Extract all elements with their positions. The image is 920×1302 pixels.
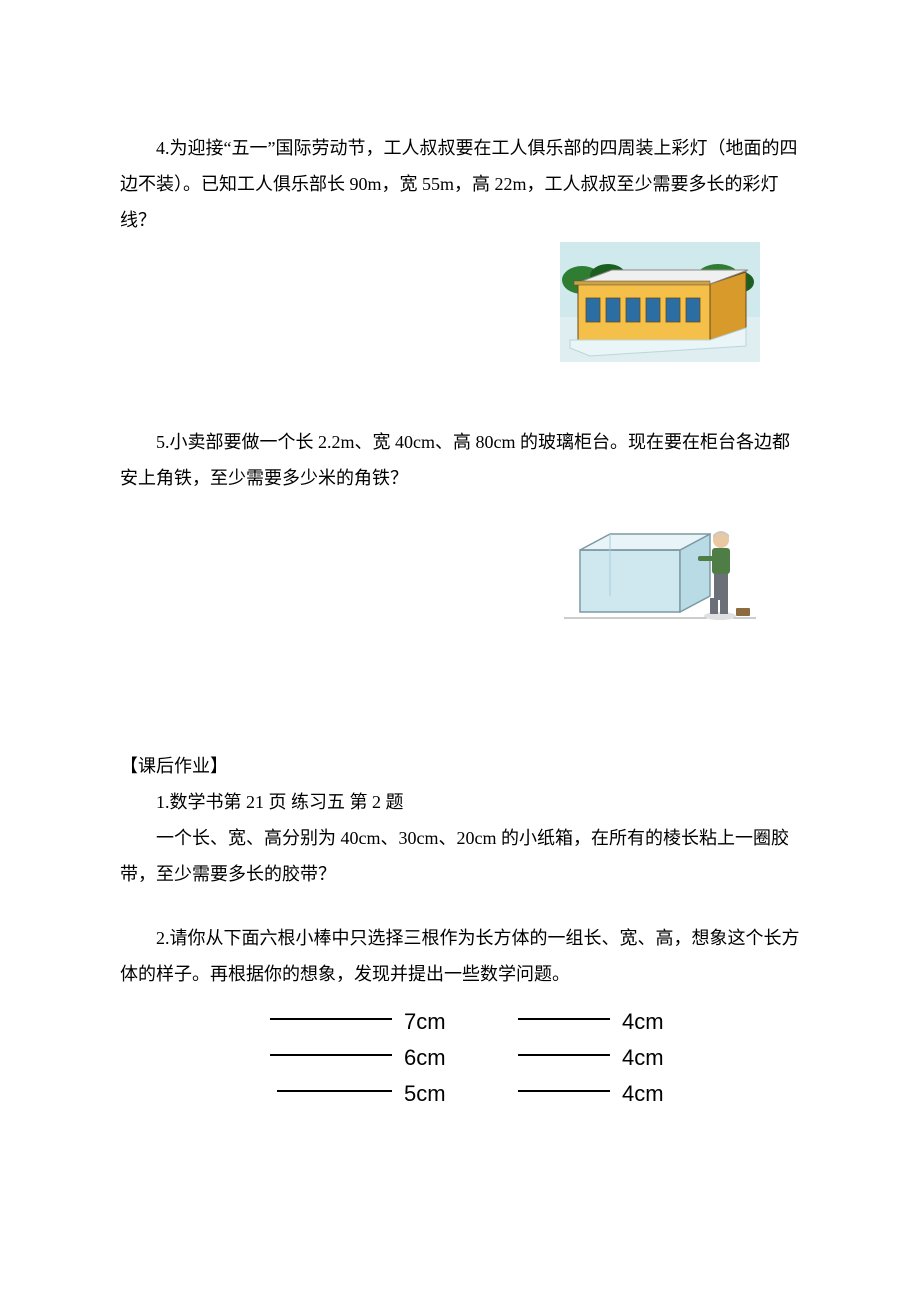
homework-item-1-line-1: 1.数学书第 21 页 练习五 第 2 题 (120, 784, 800, 820)
stick-label: 4cm (622, 1045, 682, 1071)
stick-line (270, 1054, 392, 1056)
building-illustration (560, 242, 760, 362)
spacer (120, 368, 800, 424)
stick-label: 4cm (622, 1081, 682, 1107)
stick-label: 5cm (404, 1081, 464, 1107)
homework-item-1-line-2: 一个长、宽、高分别为 40cm、30cm、20cm 的小纸箱，在所有的棱长粘上一… (120, 820, 800, 892)
stick-label: 4cm (622, 1009, 682, 1035)
page: 4.为迎接“五一”国际劳动节，工人叔叔要在工人俱乐部的四周装上彩灯（地面的四边不… (0, 0, 920, 1302)
sticks-diagram: 7cm 4cm 6cm 4cm 5cm 4cm (270, 1004, 800, 1112)
stick-row: 6cm 4cm (270, 1040, 800, 1076)
spacer (120, 892, 800, 920)
question-5-text: 5.小卖部要做一个长 2.2m、宽 40cm、高 80cm 的玻璃柜台。现在要在… (120, 424, 800, 496)
stick-line (518, 1090, 610, 1092)
stick-line (518, 1054, 610, 1056)
homework-heading: 【课后作业】 (120, 748, 800, 784)
stick-line (277, 1090, 392, 1092)
stick-line (518, 1018, 610, 1020)
stick-label: 6cm (404, 1045, 464, 1071)
homework-item-2: 2.请你从下面六根小棒中只选择三根作为长方体的一组长、宽、高，想象这个长方体的样… (120, 920, 800, 992)
stick-row: 5cm 4cm (270, 1076, 800, 1112)
spacer (120, 636, 800, 748)
stick-row: 7cm 4cm (270, 1004, 800, 1040)
stick-label: 7cm (404, 1009, 464, 1035)
question-4-text: 4.为迎接“五一”国际劳动节，工人叔叔要在工人俱乐部的四周装上彩灯（地面的四边不… (120, 130, 800, 238)
stick-line (270, 1018, 392, 1020)
cabinet-illustration (560, 500, 760, 630)
